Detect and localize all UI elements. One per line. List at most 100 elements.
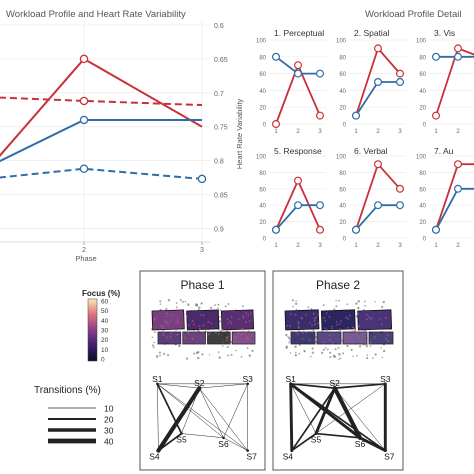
main-y-right-tick-label: 0.8 — [214, 159, 224, 166]
heat-speck — [167, 322, 170, 325]
heat-speck — [345, 316, 348, 319]
heat-speck — [161, 325, 164, 328]
detail-series-point — [294, 61, 303, 70]
detail-series-point — [374, 201, 383, 210]
transition-edge — [289, 382, 294, 453]
scan-dot — [219, 316, 221, 318]
phase-title: Phase 2 — [316, 278, 360, 292]
heat-speck — [354, 333, 357, 336]
network-node-label: S4 — [149, 452, 160, 462]
heat-tile — [151, 309, 185, 331]
scan-dot — [382, 300, 385, 304]
detail-panel: 0 20 40 60 80 100 1 2 3 5. Response — [256, 146, 326, 249]
heat-speck — [346, 335, 348, 338]
detail-y-tick-label: 60 — [339, 72, 346, 78]
detail-series-point — [294, 69, 303, 78]
detail-y-tick-label: 100 — [416, 155, 427, 161]
network-node-label: S6 — [218, 439, 229, 449]
heat-speck — [368, 316, 371, 318]
scan-dot — [357, 300, 361, 303]
detail-series-line — [435, 187, 474, 231]
focus-legend: Focus (%) 60 50 40 30 20 10 0 — [82, 289, 121, 364]
heat-speck — [226, 329, 229, 332]
heat-speck — [289, 325, 291, 327]
heat-speck — [313, 319, 316, 322]
scan-dot — [181, 300, 184, 303]
detail-y-tick-label: 40 — [339, 89, 346, 95]
scan-dot — [175, 306, 178, 309]
scan-dot — [333, 356, 336, 358]
heat-speck — [162, 334, 165, 336]
detail-y-tick-label: 20 — [339, 220, 346, 226]
heat-speck — [162, 326, 164, 329]
network-node-label: S7 — [384, 452, 395, 462]
scan-dot — [235, 349, 237, 352]
scan-dot — [294, 351, 297, 354]
network-node — [222, 436, 225, 440]
scan-dot — [382, 349, 386, 353]
scan-dot — [294, 354, 298, 357]
heat-speck — [248, 320, 251, 322]
heat-speck — [329, 339, 331, 342]
main-x-tick-label: 3 — [200, 247, 204, 254]
detail-panel: 0204060801001237. Au — [416, 146, 474, 249]
heat-speck — [153, 318, 156, 321]
heat-speck — [170, 332, 172, 335]
scan-dot — [217, 307, 219, 309]
scan-dot — [178, 344, 181, 348]
heat-speck — [328, 333, 331, 336]
detail-y-tick-label: 0 — [263, 237, 267, 243]
scan-dot — [364, 300, 366, 303]
heat-speck — [214, 331, 217, 334]
detail-y-tick-label: 60 — [419, 72, 426, 78]
scan-dot — [369, 345, 372, 347]
heat-speck — [193, 323, 196, 326]
detail-y-tick-label: 60 — [259, 72, 266, 78]
phase-panel: Phase 1 S1 S2 S3 S4 S5 S6 S7 — [139, 270, 266, 471]
detail-series-point — [272, 119, 281, 128]
transition-edge — [289, 382, 336, 389]
network-node-label: S1 — [285, 374, 296, 384]
detail-y-tick-label: 40 — [259, 89, 266, 95]
detail-series-point — [316, 201, 325, 210]
phase-frame — [139, 270, 266, 471]
heat-speck — [301, 332, 304, 334]
heat-speck — [336, 323, 338, 326]
heat-speck — [226, 318, 229, 321]
detail-y-tick-label: 60 — [259, 187, 266, 193]
detail-series-point — [454, 184, 463, 193]
heat-speck — [357, 324, 359, 327]
detail-y-tick-label: 60 — [419, 187, 426, 193]
main-series-point — [79, 115, 89, 125]
scan-dot — [335, 305, 338, 308]
scan-dot — [208, 354, 211, 356]
main-y-right-tick-label: 0.6 — [214, 23, 224, 30]
transition-edge — [334, 387, 386, 451]
detail-y-tick-label: 80 — [259, 55, 266, 61]
network-node — [180, 432, 183, 435]
scan-dot — [289, 339, 291, 341]
network-node — [157, 449, 160, 452]
main-series-line — [0, 96, 203, 107]
scan-dot — [354, 328, 357, 332]
heat-speck — [227, 335, 229, 338]
heat-tile — [357, 309, 393, 331]
detail-x-tick-label: 2 — [296, 243, 300, 249]
network-node-label: S3 — [242, 374, 253, 384]
heat-speck — [365, 318, 368, 321]
network-node-label: S1 — [152, 374, 163, 384]
focus-legend-tick: 40 — [101, 318, 109, 325]
heat-speck — [294, 313, 297, 316]
heat-speck — [242, 317, 245, 319]
heat-speck — [240, 328, 243, 331]
transition-edge — [157, 383, 248, 451]
heat-speck — [207, 333, 210, 336]
scan-dot — [350, 348, 353, 351]
scan-dot — [179, 299, 182, 301]
heat-speck — [347, 326, 349, 329]
heat-tile — [320, 309, 356, 331]
scan-dot — [227, 354, 230, 357]
scan-dot — [224, 305, 227, 308]
main-series-group — [0, 54, 207, 184]
